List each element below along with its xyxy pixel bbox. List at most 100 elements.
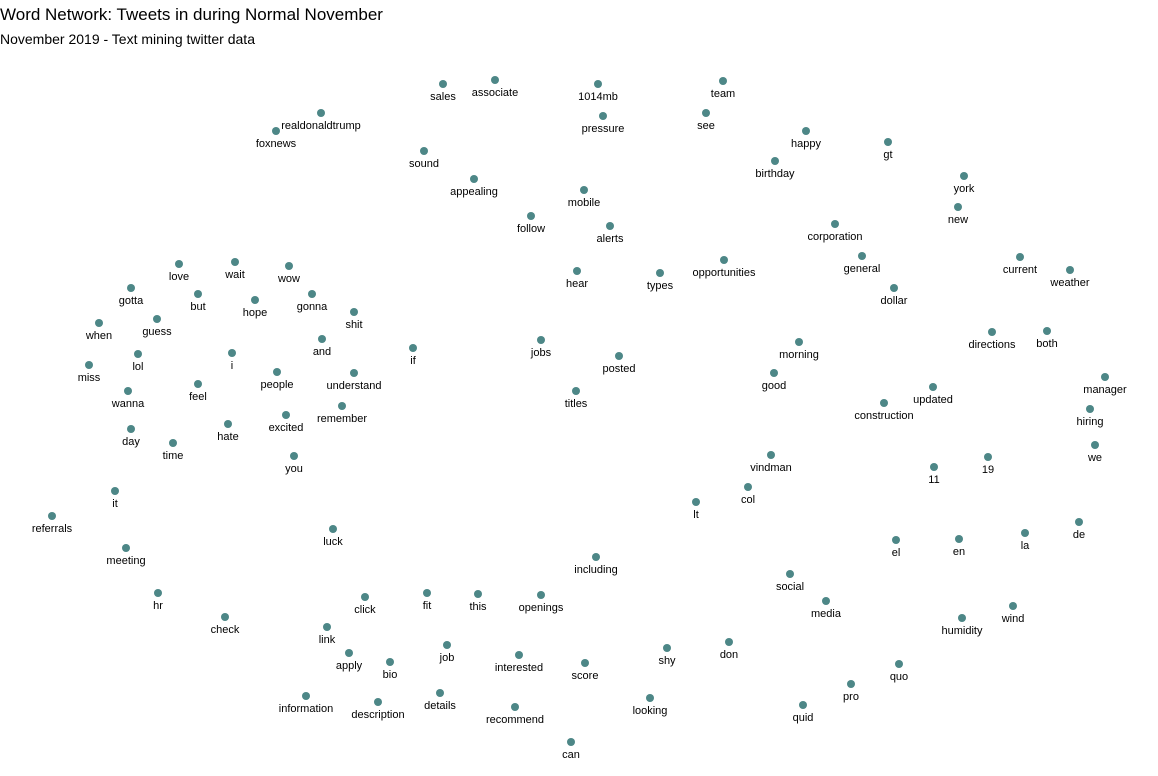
node-point — [470, 175, 478, 183]
node-label: york — [954, 183, 975, 195]
node-label: and — [313, 346, 331, 358]
node-point — [567, 738, 575, 746]
word-node-happy: happy — [791, 127, 821, 150]
node-point — [491, 76, 499, 84]
word-node-vindman: vindman — [750, 451, 792, 474]
node-point — [890, 284, 898, 292]
node-point — [771, 157, 779, 165]
word-node-fit: fit — [423, 589, 432, 612]
node-label: associate — [472, 87, 518, 99]
node-label: fit — [423, 600, 432, 612]
word-node-current: current — [1003, 253, 1037, 276]
node-point — [537, 591, 545, 599]
word-node-directions: directions — [968, 328, 1016, 351]
node-point — [799, 701, 807, 709]
node-label: but — [190, 301, 205, 313]
node-point — [308, 290, 316, 298]
node-label: both — [1036, 338, 1057, 350]
node-point — [134, 350, 142, 358]
word-node-both: both — [1036, 327, 1058, 350]
word-node-click: click — [354, 593, 376, 616]
word-node-it: it — [111, 487, 119, 510]
word-node-pro: pro — [843, 680, 859, 703]
node-label: shy — [658, 655, 676, 667]
word-node-1014mb: 1014mb — [578, 80, 618, 103]
word-node-new: new — [948, 203, 968, 226]
node-point — [984, 453, 992, 461]
node-point — [858, 252, 866, 260]
node-label: can — [562, 749, 580, 761]
word-node-i: i — [228, 349, 236, 372]
word-node-social: social — [776, 570, 804, 593]
node-point — [884, 138, 892, 146]
node-label: de — [1073, 529, 1085, 541]
node-point — [95, 319, 103, 327]
node-point — [656, 269, 664, 277]
word-node-lol: lol — [132, 350, 144, 373]
node-label: quid — [793, 712, 814, 724]
node-point — [175, 260, 183, 268]
node-point — [420, 147, 428, 155]
word-node-openings: openings — [519, 591, 564, 614]
word-node-foxnews: foxnews — [256, 127, 297, 150]
word-node-la: la — [1021, 529, 1030, 552]
node-label: new — [948, 214, 968, 226]
node-point — [958, 614, 966, 622]
node-label: guess — [142, 326, 172, 338]
node-label: sales — [430, 91, 456, 103]
node-label: hr — [153, 600, 163, 612]
word-node-wanna: wanna — [111, 387, 145, 410]
node-point — [338, 402, 346, 410]
word-node-team: team — [711, 77, 735, 100]
node-label: jobs — [530, 347, 552, 359]
node-label: it — [112, 498, 118, 510]
node-point — [1016, 253, 1024, 261]
word-node-shy: shy — [658, 644, 676, 667]
word-node-appealing: appealing — [450, 175, 498, 198]
node-point — [573, 267, 581, 275]
word-node-types: types — [647, 269, 674, 292]
node-label: wait — [224, 269, 245, 281]
node-label: manager — [1083, 384, 1127, 396]
node-point — [127, 284, 135, 292]
node-label: en — [953, 546, 965, 558]
node-label: bio — [383, 669, 398, 681]
node-label: people — [260, 379, 293, 391]
word-node-gt: gt — [883, 138, 893, 161]
node-label: miss — [78, 372, 101, 384]
node-point — [1086, 405, 1094, 413]
node-label: types — [647, 280, 674, 292]
node-point — [725, 638, 733, 646]
word-node-wind: wind — [1001, 602, 1025, 625]
node-label: understand — [326, 380, 381, 392]
node-point — [988, 328, 996, 336]
node-point — [317, 109, 325, 117]
node-label: birthday — [755, 168, 795, 180]
node-label: wind — [1001, 613, 1025, 625]
word-node-sound: sound — [409, 147, 439, 170]
word-node-score: score — [572, 659, 598, 682]
word-node-people: people — [260, 368, 294, 391]
node-label: sound — [409, 158, 439, 170]
word-node-hiring: hiring — [1077, 405, 1104, 428]
node-point — [572, 387, 580, 395]
node-point — [892, 536, 900, 544]
word-node-pressure: pressure — [582, 112, 624, 135]
node-point — [580, 186, 588, 194]
node-point — [702, 109, 710, 117]
word-node-hate: hate — [217, 420, 239, 443]
node-label: corporation — [807, 231, 862, 243]
node-label: directions — [968, 339, 1016, 351]
node-point — [802, 127, 810, 135]
node-label: mobile — [568, 197, 600, 209]
node-point — [663, 644, 671, 652]
word-node-de: de — [1073, 518, 1085, 541]
node-point — [224, 420, 232, 428]
node-label: luck — [323, 536, 343, 548]
node-point — [153, 315, 161, 323]
node-label: quo — [890, 671, 908, 683]
node-label: lt — [693, 509, 699, 521]
word-node-description: description — [351, 698, 405, 721]
node-point — [318, 335, 326, 343]
node-label: hiring — [1077, 416, 1104, 428]
